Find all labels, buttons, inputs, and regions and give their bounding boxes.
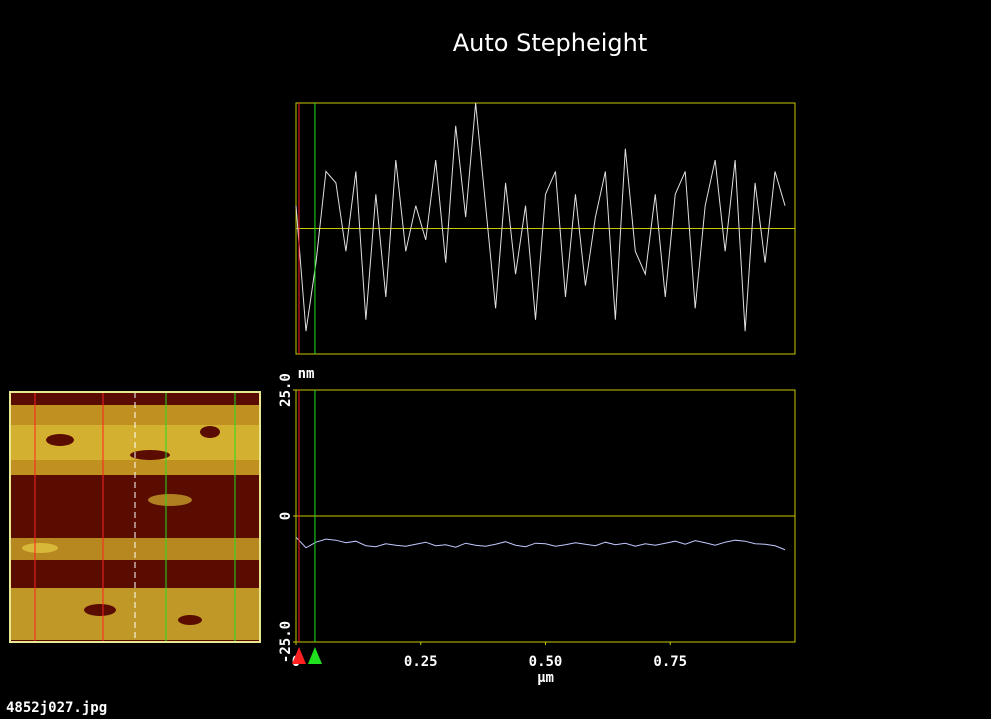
- title: Auto Stepheight: [453, 29, 648, 57]
- x-axis-label: µm: [537, 670, 554, 686]
- cursor-marker: [307, 647, 322, 664]
- profile-line: [295, 536, 786, 551]
- y-tick-label: 25.0: [278, 373, 294, 407]
- x-tick-label: 0.25: [404, 654, 438, 670]
- afm-image: [9, 391, 261, 643]
- profile-line: [295, 102, 786, 332]
- y-tick-label: 0: [278, 512, 294, 520]
- y-axis-label: nm: [298, 366, 315, 382]
- x-tick-label: 0.50: [529, 654, 563, 670]
- x-tick-label: 0.75: [653, 654, 687, 670]
- cursor-marker: [291, 647, 306, 664]
- y-tick-label: -25.0: [278, 621, 294, 663]
- filename: 4852j027.jpg: [6, 700, 107, 716]
